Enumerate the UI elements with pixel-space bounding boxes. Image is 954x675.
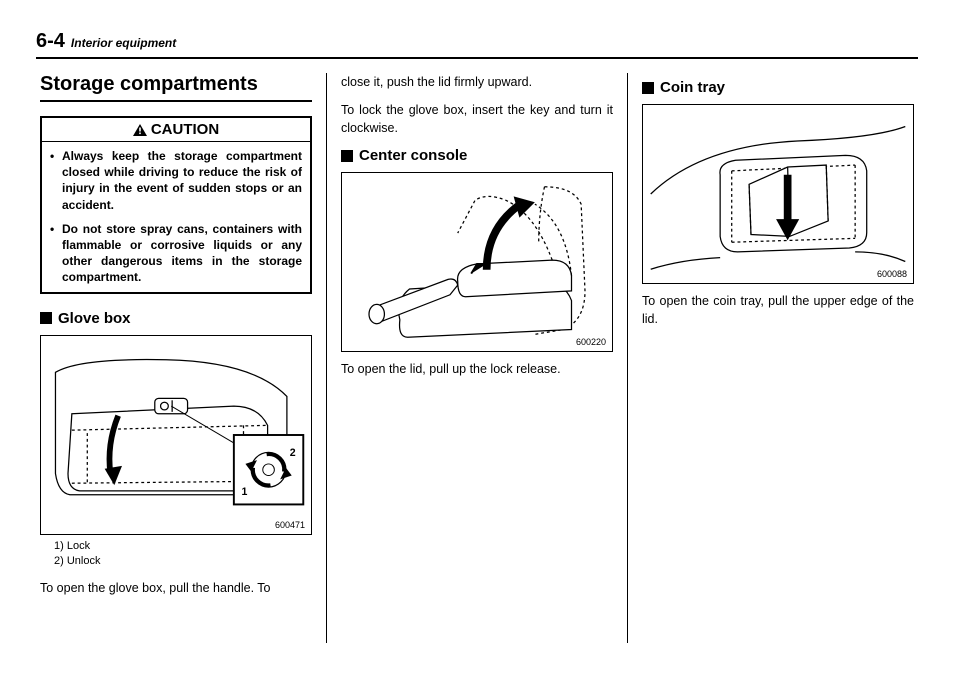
glove-box-heading-text: Glove box (58, 310, 131, 327)
column-1: Storage compartments CAUTION Always keep… (36, 73, 316, 643)
section-title: Storage compartments (40, 73, 312, 102)
glove-box-illustration: 2 1 (41, 336, 311, 534)
caution-box: CAUTION Always keep the storage compartm… (40, 116, 312, 294)
content-columns: Storage compartments CAUTION Always keep… (36, 73, 918, 643)
center-console-illustration (342, 173, 612, 351)
center-console-body: To open the lid, pull up the lock releas… (341, 360, 613, 378)
page-number: 6-4 (36, 30, 65, 53)
square-bullet-icon (642, 82, 654, 94)
manual-page: 6-4 Interior equipment Storage compartme… (0, 0, 954, 675)
column-separator (326, 73, 327, 643)
caution-item: Always keep the storage compartment clos… (50, 148, 302, 213)
figure-id: 600088 (877, 269, 907, 279)
coin-tray-heading: Coin tray (642, 79, 914, 96)
caution-label: CAUTION (151, 121, 219, 138)
caution-body: Always keep the storage compartment clos… (42, 142, 310, 292)
chapter-title: Interior equipment (71, 36, 176, 50)
continuation-text: close it, push the lid firmly upward. (341, 73, 613, 91)
center-console-heading-text: Center console (359, 147, 467, 164)
center-console-heading: Center console (341, 147, 613, 164)
figure-id: 600471 (275, 520, 305, 530)
caution-heading: CAUTION (42, 118, 310, 142)
glove-box-heading: Glove box (40, 310, 312, 327)
column-2: close it, push the lid firmly upward. To… (337, 73, 617, 643)
glove-box-legend: 1) Lock 2) Unlock (54, 539, 312, 570)
page-header: 6-4 Interior equipment (36, 30, 918, 59)
warning-icon (133, 124, 147, 136)
square-bullet-icon (40, 312, 52, 324)
lock-instruction: To lock the glove box, insert the key an… (341, 101, 613, 137)
figure-id: 600220 (576, 337, 606, 347)
square-bullet-icon (341, 150, 353, 162)
glove-box-figure: 2 1 600471 (40, 335, 312, 535)
caution-item: Do not store spray cans, containers with… (50, 221, 302, 286)
column-3: Coin tray (638, 73, 918, 643)
inset-label-1: 1 (241, 485, 247, 497)
legend-item: 1) Lock (54, 539, 312, 554)
coin-tray-heading-text: Coin tray (660, 79, 725, 96)
inset-label-2: 2 (290, 447, 296, 459)
coin-tray-body: To open the coin tray, pull the upper ed… (642, 292, 914, 328)
coin-tray-figure: 600088 (642, 104, 914, 284)
center-console-figure: 600220 (341, 172, 613, 352)
coin-tray-illustration (643, 105, 913, 283)
legend-item: 2) Unlock (54, 554, 312, 569)
glove-box-body: To open the glove box, pull the handle. … (40, 579, 312, 597)
column-separator (627, 73, 628, 643)
